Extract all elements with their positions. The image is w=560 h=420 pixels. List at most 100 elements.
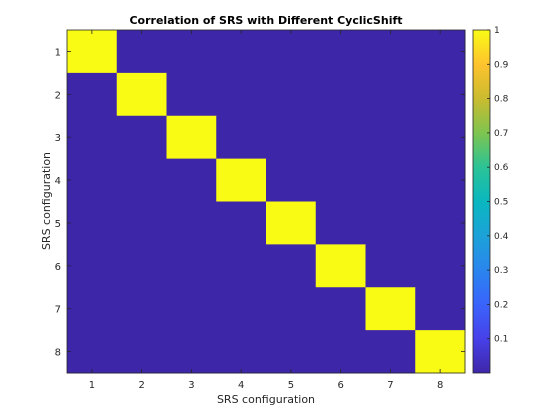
- colorbar-tick-label: 1: [494, 26, 500, 36]
- colorbar-tick-label: 0.3: [494, 266, 508, 276]
- x-tick-label: 7: [387, 380, 393, 391]
- heatmap-cell: [315, 201, 366, 245]
- heatmap-cells: [67, 30, 466, 374]
- y-tick-label: 1: [55, 47, 61, 58]
- x-tick-label: 6: [337, 380, 343, 391]
- heatmap-cell: [67, 287, 118, 331]
- heatmap-cell: [216, 201, 267, 245]
- colorbar-tick-label: 0.1: [494, 335, 508, 345]
- colorbar: [473, 30, 490, 373]
- y-tick-label: 8: [55, 348, 61, 359]
- heatmap-cell: [67, 158, 118, 202]
- y-tick-label: 3: [55, 133, 61, 144]
- heatmap-cell: [266, 244, 317, 288]
- heatmap-cell: [166, 30, 217, 74]
- x-tick-label: 4: [238, 380, 244, 391]
- heatmap-cell: [116, 287, 167, 331]
- heatmap-cell: [365, 72, 416, 117]
- x-tick-label: 3: [188, 380, 194, 391]
- heatmap-cell: [415, 330, 466, 374]
- y-tick-label: 2: [55, 90, 61, 101]
- heatmap-cell: [315, 72, 366, 117]
- heatmap-cell: [415, 244, 466, 288]
- colorbar-ticks: 0.1 0.2 0.3 0.4 0.5 0.6 0.7 0.8 0.9 1: [487, 26, 509, 345]
- colorbar-tick-label: 0.4: [494, 232, 509, 242]
- x-axis-label: SRS configuration: [217, 393, 315, 406]
- heatmap-cell: [315, 287, 366, 331]
- heatmap-cell: [216, 72, 267, 117]
- chart-title: Correlation of SRS with Different Cyclic…: [129, 14, 402, 27]
- heatmap-cell: [166, 244, 217, 288]
- heatmap-cell: [166, 330, 217, 374]
- y-tick-labels: 1 2 3 4 5 6 7 8: [55, 47, 61, 358]
- x-tick-labels: 1 2 3 4 5 6 7 8: [89, 380, 444, 391]
- y-tick-label: 4: [55, 176, 61, 187]
- heatmap-cell: [67, 72, 118, 117]
- heatmap-cell: [116, 158, 167, 202]
- colorbar-tick-label: 0.8: [494, 95, 509, 105]
- y-tick-label: 6: [55, 262, 61, 273]
- heatmap-cell: [216, 30, 267, 74]
- heatmap-cell: [365, 158, 416, 202]
- heatmap-cell: [315, 158, 366, 202]
- heatmap-cell: [216, 115, 267, 160]
- heatmap-cell: [166, 158, 217, 202]
- x-tick-label: 8: [437, 380, 443, 391]
- heatmap-cell: [67, 115, 118, 160]
- x-tick-label: 2: [138, 380, 144, 391]
- heatmap-cell: [266, 72, 317, 117]
- colorbar-tick-label: 0.5: [494, 198, 508, 208]
- heatmap-cell: [266, 158, 317, 202]
- heatmap-cell: [365, 30, 416, 74]
- heatmap-cell: [166, 287, 217, 331]
- heatmap-cell: [415, 72, 466, 117]
- y-tick-label: 5: [55, 219, 61, 230]
- colorbar-tick-label: 0.6: [494, 163, 509, 173]
- heatmap-cell: [116, 244, 167, 288]
- colorbar-tick-label: 0.7: [494, 129, 508, 139]
- heatmap-cell: [116, 115, 167, 160]
- y-axis-label: SRS configuration: [40, 152, 53, 250]
- heatmap-cell: [166, 201, 217, 245]
- heatmap-cell: [415, 201, 466, 245]
- axis-ticks: [67, 30, 465, 373]
- heatmap-cell: [365, 330, 416, 374]
- heatmap-cell: [116, 72, 167, 117]
- heatmap-cell: [365, 244, 416, 288]
- heatmap-cell: [67, 244, 118, 288]
- heatmap-cell: [216, 244, 267, 288]
- heatmap-cell: [67, 201, 118, 245]
- heatmap-cell: [67, 30, 118, 74]
- heatmap-cell: [315, 244, 366, 288]
- y-tick-label: 7: [55, 305, 61, 316]
- heatmap-cell: [266, 201, 317, 245]
- heatmap-cell: [415, 287, 466, 331]
- heatmap-cell: [415, 30, 466, 74]
- heatmap-cell: [415, 158, 466, 202]
- heatmap-cell: [116, 330, 167, 374]
- heatmap-cell: [415, 115, 466, 160]
- heatmap-cell: [365, 201, 416, 245]
- heatmap-cell: [266, 330, 317, 374]
- heatmap-cell: [116, 30, 167, 74]
- heatmap-cell: [116, 201, 167, 245]
- heatmap-cell: [266, 30, 317, 74]
- heatmap-cell: [266, 287, 317, 331]
- heatmap-cell: [365, 115, 416, 160]
- heatmap-cell: [216, 287, 267, 331]
- heatmap-cell: [166, 72, 217, 117]
- colorbar-tick-label: 0.9: [494, 60, 509, 70]
- x-tick-label: 5: [288, 380, 294, 391]
- x-tick-label: 1: [89, 380, 95, 391]
- heatmap-cell: [166, 115, 217, 160]
- heatmap-cell: [315, 330, 366, 374]
- heatmap-cell: [266, 115, 317, 160]
- heatmap-cell: [67, 330, 118, 374]
- heatmap-cell: [216, 330, 267, 374]
- colorbar-tick-label: 0.2: [494, 300, 508, 310]
- heatmap-cell: [216, 158, 267, 202]
- heatmap-cell: [315, 30, 366, 74]
- heatmap-cell: [315, 115, 366, 160]
- plot-frame: [66, 29, 466, 374]
